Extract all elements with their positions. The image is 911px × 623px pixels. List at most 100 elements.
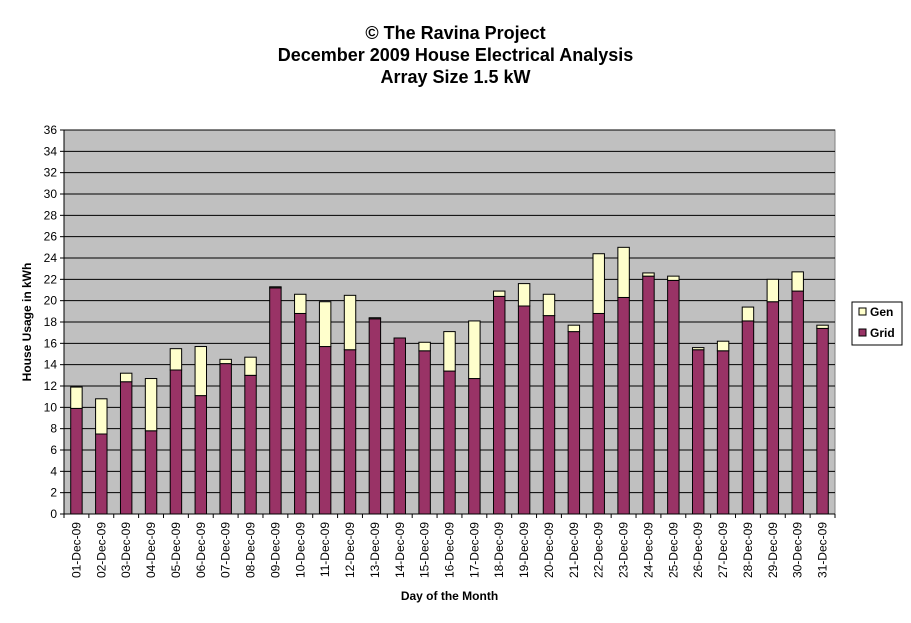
y-tick-label: 0 (50, 507, 57, 521)
y-tick-label: 14 (44, 358, 58, 372)
x-tick-label: 27-Dec-09 (716, 522, 730, 578)
bars (70, 246, 829, 515)
x-tick-label: 10-Dec-09 (293, 522, 307, 578)
x-tick-label: 30-Dec-09 (791, 522, 805, 578)
x-tick-labels: 01-Dec-09 02-Dec-09 03-Dec-09 04-Dec-09 05-D… (69, 522, 829, 578)
chart-title-line-3: Array Size 1.5 kW (380, 67, 531, 87)
bar-grid (368, 318, 382, 515)
bar-gen (468, 320, 481, 380)
x-tick-label: 01-Dec-09 (69, 522, 83, 578)
bar-gen (219, 358, 232, 365)
y-tick-label: 8 (50, 422, 57, 436)
x-axis-title: Day of the Month (401, 589, 498, 603)
bar-gen (169, 348, 183, 371)
y-axis-title: House Usage in kWh (20, 263, 34, 382)
x-tick-label: 18-Dec-09 (492, 522, 506, 578)
y-tick-label: 10 (44, 400, 58, 414)
x-tick-label: 03-Dec-09 (119, 522, 133, 578)
bar-gen (343, 294, 357, 351)
bar-grid (667, 279, 680, 515)
bar-gen (269, 286, 282, 289)
y-tick-label: 6 (50, 443, 57, 457)
bar-grid (493, 295, 506, 515)
y-tick-label: 36 (44, 123, 58, 137)
bar-gen (294, 293, 307, 314)
legend-label-gen: Gen (870, 305, 893, 319)
bar-grid (691, 349, 705, 515)
bar-gen (816, 324, 829, 329)
bar-gen (542, 293, 556, 317)
y-tick-label: 22 (44, 272, 58, 286)
x-tick-label: 15-Dec-09 (418, 522, 432, 578)
y-tick-label: 26 (44, 230, 58, 244)
bar-grid (592, 312, 605, 515)
bar-grid (194, 395, 208, 515)
bar-grid (95, 433, 108, 515)
bar-grid (642, 275, 655, 515)
x-tick-label: 07-Dec-09 (219, 522, 233, 578)
x-tick-label: 04-Dec-09 (144, 522, 158, 578)
bar-grid (816, 327, 829, 515)
bar-gen (144, 378, 158, 432)
bar-grid (542, 315, 556, 515)
x-tick-label: 16-Dec-09 (443, 522, 457, 578)
bar-gen (70, 386, 83, 409)
bar-gen (368, 317, 382, 320)
bar-grid (468, 378, 481, 515)
bar-grid (716, 350, 730, 515)
bar-grid (517, 305, 531, 515)
x-tick-label: 02-Dec-09 (94, 522, 108, 578)
bar-gen (517, 283, 531, 307)
bar-grid (766, 301, 780, 515)
y-tick-label: 2 (50, 486, 57, 500)
y-tick-label: 30 (44, 187, 58, 201)
y-tick-label: 24 (44, 251, 58, 265)
y-tick-label: 20 (44, 294, 58, 308)
x-tick-label: 12-Dec-09 (343, 522, 357, 578)
chart-title-line-2: December 2009 House Electrical Analysis (277, 45, 634, 65)
bar-gen (244, 356, 257, 376)
bar-gen (418, 341, 431, 352)
bar-gen (493, 290, 506, 297)
x-tick-label: 17-Dec-09 (467, 522, 481, 578)
bar-gen (95, 398, 108, 435)
bar-gen (119, 372, 133, 383)
bar-grid (418, 350, 431, 515)
x-tick-label: 24-Dec-09 (641, 522, 655, 578)
y-tick-label: 34 (44, 144, 58, 158)
axes (60, 129, 836, 518)
bar-grid (244, 374, 257, 515)
x-tick-label: 19-Dec-09 (517, 522, 531, 578)
x-tick-label: 13-Dec-09 (368, 522, 382, 578)
x-tick-label: 23-Dec-09 (617, 522, 631, 578)
bar-gen (318, 301, 332, 348)
chart-title-line-1: © The Ravina Project (365, 23, 546, 43)
legend: Gen Grid (851, 301, 903, 346)
x-tick-label: 05-Dec-09 (169, 522, 183, 578)
bar-gen (592, 253, 605, 314)
legend-swatch-gen (858, 307, 867, 316)
legend-swatch-grid (858, 328, 867, 337)
legend-label-grid: Grid (870, 326, 895, 340)
bar-gen (667, 275, 680, 281)
y-tick-label: 18 (44, 315, 58, 329)
x-tick-label: 22-Dec-09 (592, 522, 606, 578)
bar-gen (617, 246, 630, 298)
chart-title: © The Ravina Project December 2009 House… (0, 22, 911, 88)
bar-grid (791, 290, 804, 515)
bar-gen (194, 346, 208, 397)
y-tick-label: 28 (44, 208, 58, 222)
bar-gen (741, 306, 755, 322)
bar-gen (567, 324, 581, 333)
x-tick-label: 29-Dec-09 (766, 522, 780, 578)
bar-grid (219, 363, 232, 515)
y-tick-label: 12 (44, 379, 58, 393)
y-tick-label: 4 (50, 464, 57, 478)
y-tick-label: 16 (44, 336, 58, 350)
x-tick-label: 06-Dec-09 (194, 522, 208, 578)
bar-grid (741, 320, 755, 515)
x-tick-label: 26-Dec-09 (691, 522, 705, 578)
bar-grid (169, 369, 183, 515)
bar-grid (617, 296, 630, 515)
